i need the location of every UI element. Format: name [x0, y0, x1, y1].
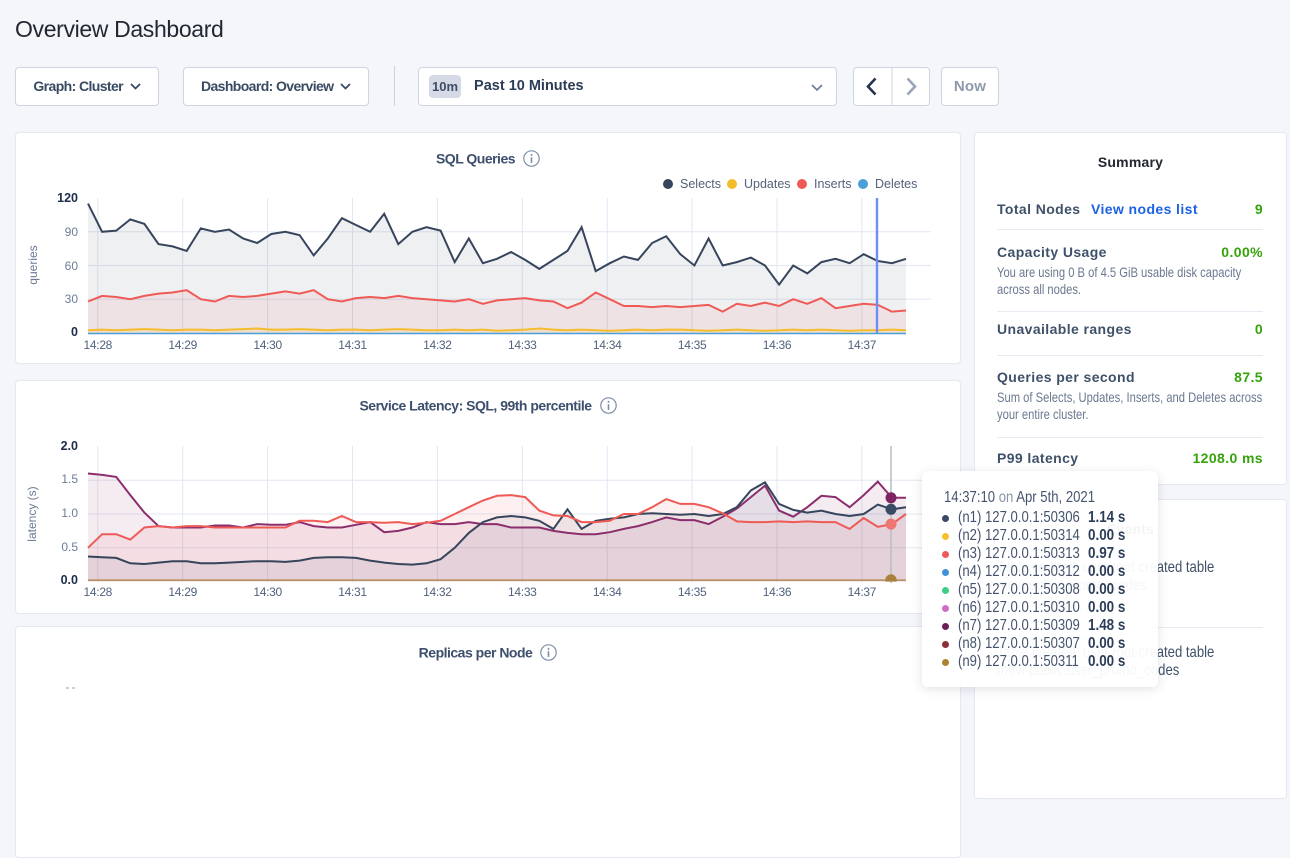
svg-text:2.0: 2.0 [61, 439, 78, 453]
svg-text:14:32: 14:32 [423, 585, 452, 599]
svg-text:1.0: 1.0 [61, 506, 78, 520]
svg-text:14:28: 14:28 [84, 585, 113, 599]
svg-text:14:29: 14:29 [168, 338, 197, 352]
svg-text:14:36: 14:36 [763, 585, 792, 599]
svg-text:14:33: 14:33 [508, 585, 537, 599]
svg-text:0.5: 0.5 [61, 540, 78, 554]
svg-text:90: 90 [65, 225, 79, 239]
svg-text:14:32: 14:32 [423, 338, 452, 352]
svg-text:14:37: 14:37 [848, 338, 877, 352]
svg-text:1.5: 1.5 [61, 472, 78, 486]
svg-text:14:31: 14:31 [338, 585, 367, 599]
svg-text:14:36: 14:36 [763, 338, 792, 352]
svg-text:0.0: 0.0 [61, 573, 78, 587]
svg-text:14:33: 14:33 [508, 338, 537, 352]
svg-text:14:28: 14:28 [84, 338, 113, 352]
svg-text:latency (s): latency (s) [25, 486, 39, 541]
svg-text:14:30: 14:30 [253, 585, 282, 599]
svg-text:0: 0 [71, 325, 78, 339]
svg-text:14:31: 14:31 [338, 338, 367, 352]
svg-text:14:37: 14:37 [848, 585, 877, 599]
svg-text:14:30: 14:30 [253, 338, 282, 352]
svg-text:14:35: 14:35 [678, 585, 707, 599]
svg-text:120: 120 [57, 191, 78, 205]
svg-text:14:34: 14:34 [593, 338, 622, 352]
svg-text:14:35: 14:35 [678, 338, 707, 352]
svg-text:60: 60 [65, 259, 79, 273]
svg-text:queries: queries [26, 245, 40, 284]
svg-text:14:34: 14:34 [593, 585, 622, 599]
svg-text:30: 30 [65, 292, 79, 306]
svg-text:14:29: 14:29 [168, 585, 197, 599]
